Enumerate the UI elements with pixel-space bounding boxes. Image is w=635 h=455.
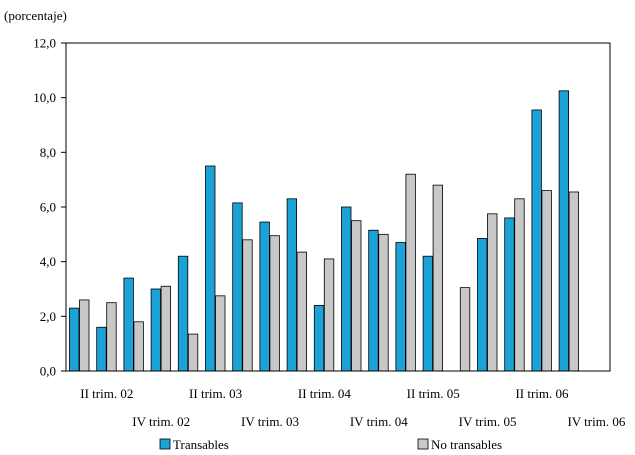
x-tick-label: IV trim. 05 <box>459 414 517 429</box>
y-tick-label: 8,0 <box>40 145 56 160</box>
legend-swatch-transables <box>159 438 171 450</box>
bar-transables <box>150 288 162 372</box>
x-tick-label: IV trim. 02 <box>132 414 190 429</box>
bar-transables <box>531 109 542 372</box>
bar-no-transables <box>133 321 144 372</box>
legend-label-no-transables: No transables <box>431 437 502 452</box>
bar-no-transables <box>405 173 416 372</box>
bar-transables <box>286 198 298 372</box>
y-axis: 0,0 2,0 4,0 6,0 8,0 10,0 12,0 <box>33 36 66 379</box>
x-tick-label: II trim. 05 <box>407 386 460 401</box>
bar-transables <box>123 277 134 372</box>
bar-transables <box>368 229 379 372</box>
bar-no-transables <box>514 198 525 372</box>
x-tick-label: IV trim. 04 <box>350 414 408 429</box>
bar-no-transables <box>487 213 498 372</box>
bar-no-transables <box>568 191 579 372</box>
bar-no-transables <box>432 184 444 372</box>
unit-label: (porcentaje) <box>4 8 67 23</box>
bar-no-transables <box>296 251 308 372</box>
bar-no-transables <box>79 299 90 372</box>
bar-transables <box>96 326 107 372</box>
bar-no-transables <box>269 235 280 372</box>
x-tick-label: IV trim. 03 <box>241 414 299 429</box>
bar-transables <box>313 304 325 372</box>
plot-frame <box>65 42 611 372</box>
bar-transables <box>177 255 189 372</box>
bar-transables <box>341 206 352 372</box>
bar-transables <box>477 238 488 372</box>
bar-transables <box>259 221 270 372</box>
bar-no-transables <box>323 258 335 372</box>
y-tick-label: 6,0 <box>40 200 56 215</box>
y-tick-label: 12,0 <box>33 36 56 51</box>
bar-transables <box>395 242 406 372</box>
x-tick-label: IV trim. 06 <box>567 414 625 429</box>
y-tick-label: 2,0 <box>40 309 56 324</box>
x-axis-labels: II trim. 02 II trim. 03 II trim. 04 II trim… <box>80 386 626 429</box>
bar-no-transables <box>187 333 199 372</box>
bar-no-transables <box>378 233 389 372</box>
x-tick-label: II trim. 06 <box>515 386 569 401</box>
x-tick-label: II trim. 04 <box>298 386 352 401</box>
y-tick-label: 0,0 <box>40 364 56 379</box>
bar-no-transables <box>106 302 117 372</box>
y-tick-label: 4,0 <box>40 254 56 269</box>
bar-no-transables <box>160 285 172 372</box>
bar-no-transables <box>541 190 552 372</box>
bar-transables <box>504 217 515 372</box>
legend-label-transables: Transables <box>173 437 229 452</box>
y-tick-label: 10,0 <box>33 90 56 105</box>
bar-transables <box>558 90 569 372</box>
bar-transables <box>205 165 216 372</box>
legend-swatch-no-transables <box>417 438 429 450</box>
bar-no-transables <box>215 295 226 372</box>
bars-group <box>69 90 579 372</box>
bar-transables <box>422 255 434 372</box>
x-tick-label: II trim. 03 <box>189 386 242 401</box>
bar-transables <box>69 307 80 372</box>
bar-transables <box>232 202 243 372</box>
bar-no-transables <box>242 239 253 372</box>
x-tick-label: II trim. 02 <box>80 386 133 401</box>
bar-no-transables <box>459 287 471 372</box>
legend: Transables No transables <box>159 437 502 452</box>
bar-no-transables <box>351 220 362 372</box>
